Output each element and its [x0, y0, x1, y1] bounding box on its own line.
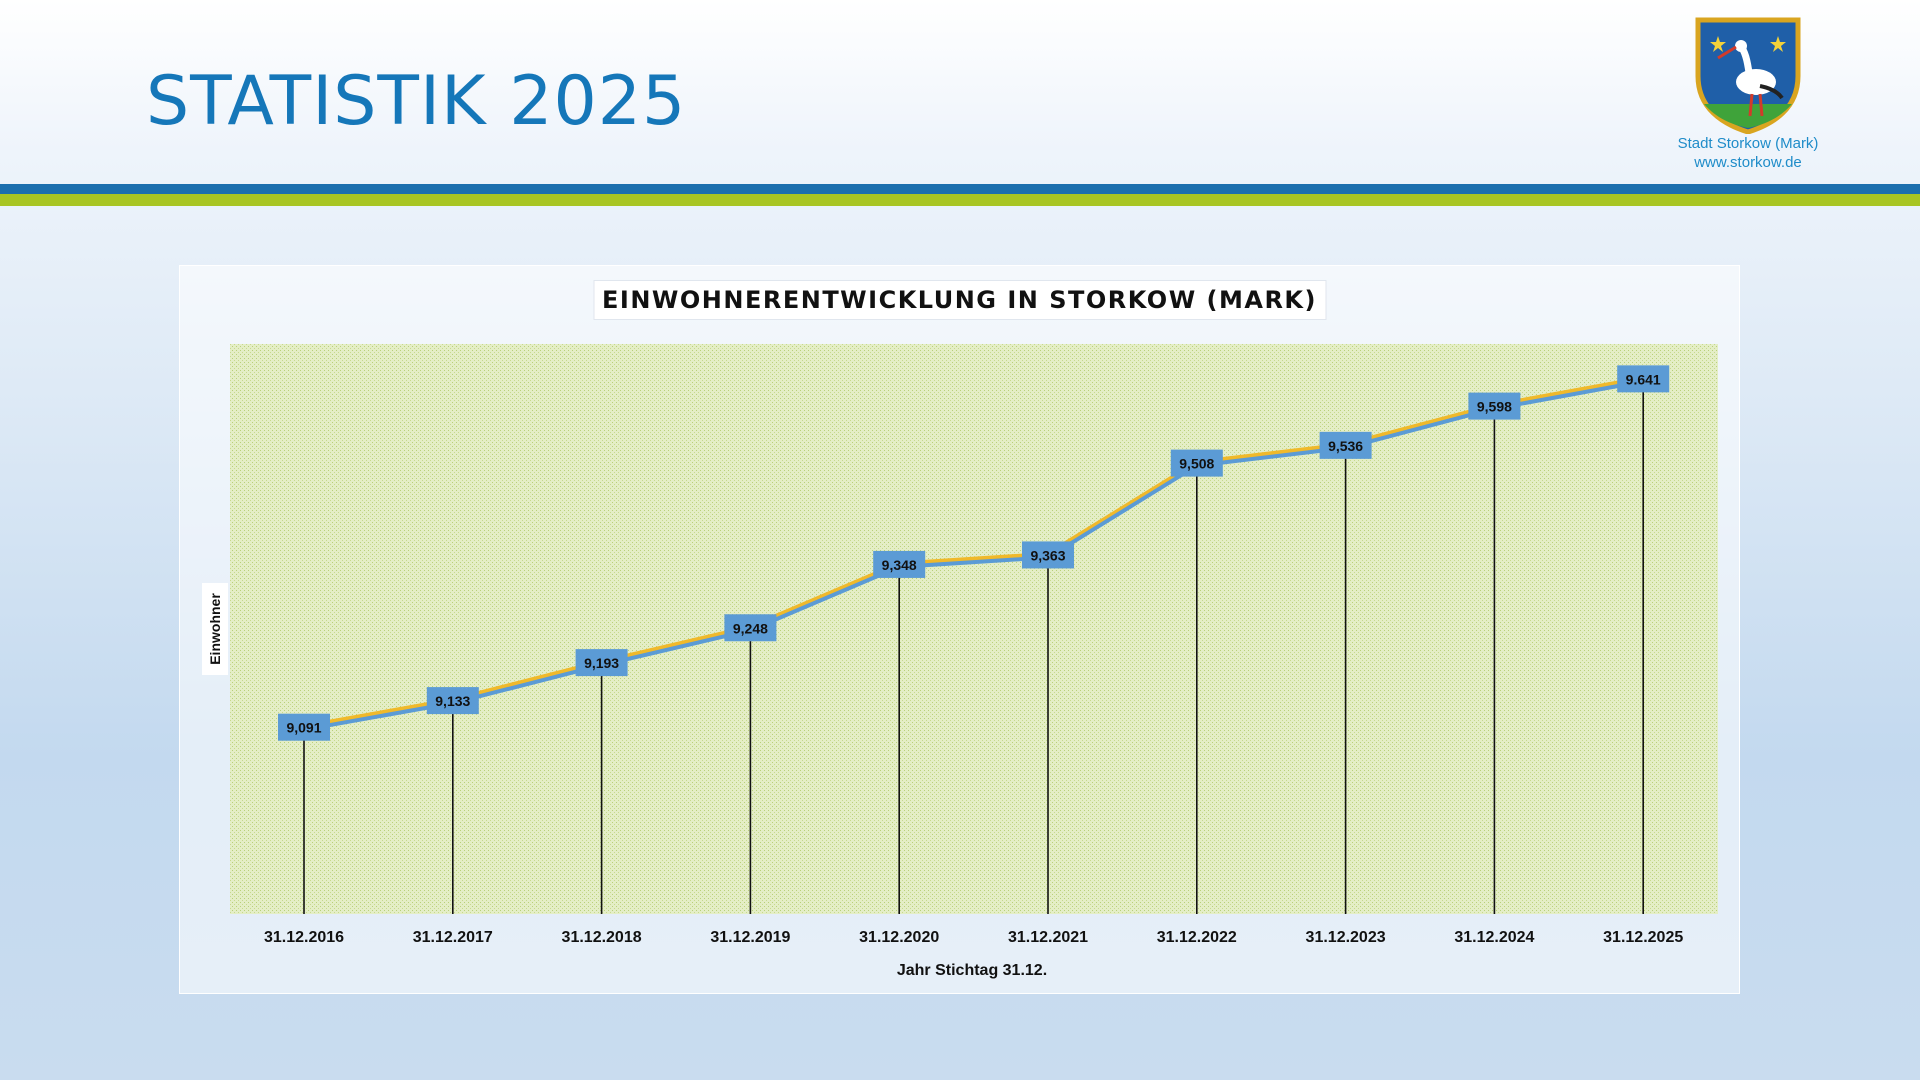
data-point-label: 9.641 [1617, 365, 1670, 393]
data-label: 9,248 [733, 620, 768, 636]
x-tick-label: 31.12.2017 [413, 929, 493, 946]
data-label: 9,598 [1477, 399, 1512, 415]
data-point-label: 9,536 [1319, 431, 1372, 459]
x-tick-label: 31.12.2025 [1603, 929, 1683, 946]
y-axis-label-box: Einwohner [202, 583, 228, 675]
x-tick-label: 31.12.2018 [562, 929, 642, 946]
x-tick-label: 31.12.2021 [1008, 929, 1088, 946]
logo-website: www.storkow.de [1694, 154, 1802, 171]
data-label: 9,363 [1030, 547, 1065, 563]
series-line [303, 379, 1644, 732]
data-label-box [426, 687, 479, 715]
x-axis-label: Jahr Stichtag 31.12. [896, 962, 1048, 979]
data-point-label: 9,508 [1170, 449, 1223, 477]
logo-block: Stadt Storkow (Mark) www.storkow.de [1660, 16, 1836, 172]
data-label: 9,091 [286, 720, 321, 736]
data-label: 9,348 [882, 557, 917, 573]
data-label-box [724, 614, 777, 642]
data-label: 9,133 [435, 693, 470, 709]
data-point-label: 9,133 [426, 687, 479, 715]
data-point-label: 9,598 [1468, 392, 1521, 420]
chart-title: EINWOHNERENTWICKLUNG IN STORKOW (MARK) [593, 280, 1326, 320]
data-point-label: 9,248 [724, 614, 777, 642]
plot-area [230, 344, 1718, 914]
data-label: 9,508 [1179, 456, 1214, 472]
data-label-box [278, 713, 330, 741]
chart-frame: 9,091 9,133 9,193 9,248 9,348 9,363 9,508 9,536… [179, 265, 1740, 994]
data-label-box [1319, 431, 1372, 459]
coat-of-arms-stork-icon [1695, 17, 1801, 134]
x-tick-label: 31.12.2020 [859, 929, 939, 946]
chart-svg: 9,091 9,133 9,193 9,248 9,348 9,363 9,508 9,536… [230, 344, 1718, 946]
series-line-highlight [303, 375, 1644, 730]
x-tick-label: 31.12.2019 [710, 929, 790, 946]
data-label-box [1170, 449, 1223, 477]
data-label-box [873, 550, 926, 578]
data-point-label: 9,363 [1022, 541, 1074, 569]
x-tick-label: 31.12.2016 [264, 929, 344, 946]
data-point-label: 9,348 [873, 550, 926, 578]
data-label: 9.641 [1626, 371, 1661, 387]
data-point-label: 9,193 [575, 649, 628, 677]
slide-title: STATISTIK 2025 [146, 62, 687, 141]
data-label-box [1617, 365, 1670, 393]
data-point-label: 9,091 [278, 713, 330, 741]
data-label: 9,193 [584, 655, 619, 671]
x-tick-label: 31.12.2023 [1306, 929, 1386, 946]
logo-town-name: Stadt Storkow (Mark) [1677, 135, 1819, 152]
data-label: 9,536 [1328, 438, 1363, 454]
data-label-box [1022, 541, 1074, 569]
x-tick-label: 31.12.2022 [1157, 929, 1237, 946]
data-label-box [575, 649, 628, 677]
x-tick-label: 31.12.2024 [1454, 929, 1534, 946]
y-axis-label: Einwohner [207, 593, 223, 665]
header-stripe-green [0, 194, 1920, 206]
data-label-box [1468, 392, 1521, 420]
header-stripe-blue [0, 184, 1920, 194]
